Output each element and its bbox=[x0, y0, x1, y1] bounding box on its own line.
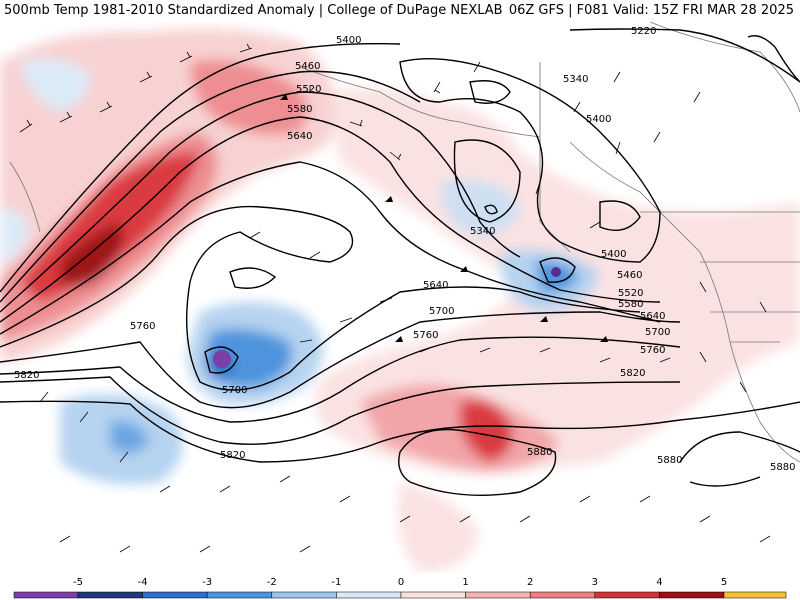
anomaly-cores bbox=[213, 267, 561, 368]
legend-swatch bbox=[594, 591, 660, 599]
anomaly-map: 5400 5460 5520 5580 5640 5220 5340 5400 … bbox=[0, 22, 800, 578]
contour-labels: 5400 5460 5520 5580 5640 5220 5340 5400 … bbox=[14, 26, 795, 473]
legend-swatch bbox=[529, 591, 596, 599]
legend-swatch bbox=[13, 591, 79, 599]
legend-tick-label: -2 bbox=[267, 577, 277, 588]
wind-barb-flags bbox=[280, 94, 608, 342]
contour-label: 5820 bbox=[14, 370, 39, 381]
legend-tick-label: 0 bbox=[398, 577, 404, 588]
legend-swatch bbox=[659, 591, 725, 599]
product-title: 500mb Temp 1981-2010 Standardized Anomal… bbox=[4, 3, 503, 18]
legend-tick-labels: -5 -4 -3 -2 -1 0 1 2 3 4 5 bbox=[73, 577, 727, 588]
contour-label: 5640 bbox=[640, 311, 665, 322]
legend-tick-label: -1 bbox=[331, 577, 341, 588]
contour-label: 5400 bbox=[586, 114, 611, 125]
color-scale-legend: -5 -4 -3 -2 -1 0 1 2 3 4 5 bbox=[0, 573, 800, 600]
legend-color-bar bbox=[13, 591, 787, 599]
contour-label: 5700 bbox=[429, 306, 454, 317]
legend-tick-label: -4 bbox=[138, 577, 148, 588]
legend-tick-label: 1 bbox=[462, 577, 468, 588]
contour-label: 5340 bbox=[563, 74, 588, 85]
legend-swatch bbox=[77, 591, 143, 599]
map-header: 500mb Temp 1981-2010 Standardized Anomal… bbox=[0, 0, 800, 23]
contour-label: 5760 bbox=[413, 330, 438, 341]
contour-label: 5700 bbox=[645, 327, 670, 338]
contour-label: 5880 bbox=[657, 455, 682, 466]
contour-label: 5760 bbox=[130, 321, 155, 332]
legend-tick-label: 3 bbox=[592, 577, 598, 588]
contour-label: 5820 bbox=[620, 368, 645, 379]
geographic-boundaries bbox=[9, 22, 800, 463]
contour-label: 5400 bbox=[336, 35, 361, 46]
contour-label: 5220 bbox=[631, 26, 656, 37]
contour-label: 5700 bbox=[222, 385, 247, 396]
contour-label: 5520 bbox=[296, 84, 321, 95]
contour-label: 5760 bbox=[640, 345, 665, 356]
legend-tick-label: -3 bbox=[202, 577, 212, 588]
contour-label: 5880 bbox=[527, 447, 552, 458]
legend-tick-label: 2 bbox=[527, 577, 533, 588]
legend-swatch bbox=[336, 591, 402, 599]
contour-label: 5640 bbox=[287, 131, 312, 142]
legend-tick-label: 4 bbox=[656, 577, 662, 588]
legend-swatch bbox=[465, 591, 531, 599]
legend-tick-label: 5 bbox=[721, 577, 727, 588]
contour-label: 5580 bbox=[287, 104, 312, 115]
contour-label: 5640 bbox=[423, 280, 448, 291]
legend-swatch bbox=[400, 591, 466, 599]
contour-label: 5460 bbox=[617, 270, 642, 281]
contour-label: 5820 bbox=[220, 450, 245, 461]
contour-label: 5340 bbox=[470, 226, 495, 237]
legend-swatch bbox=[206, 591, 273, 599]
legend-swatch bbox=[723, 591, 787, 599]
legend-swatch bbox=[271, 591, 337, 599]
contour-label: 5580 bbox=[618, 299, 643, 310]
model-valid-time: 06Z GFS | F081 Valid: 15Z FRI MAR 28 202… bbox=[508, 3, 794, 18]
legend-tick-label: -5 bbox=[73, 577, 83, 588]
wind-barbs bbox=[19, 43, 771, 553]
contour-label: 5400 bbox=[601, 249, 626, 260]
contour-label: 5520 bbox=[618, 288, 643, 299]
contour-label: 5880 bbox=[770, 462, 795, 473]
contour-label: 5460 bbox=[295, 61, 320, 72]
height-contours bbox=[0, 28, 800, 497]
legend-swatch bbox=[142, 591, 208, 599]
